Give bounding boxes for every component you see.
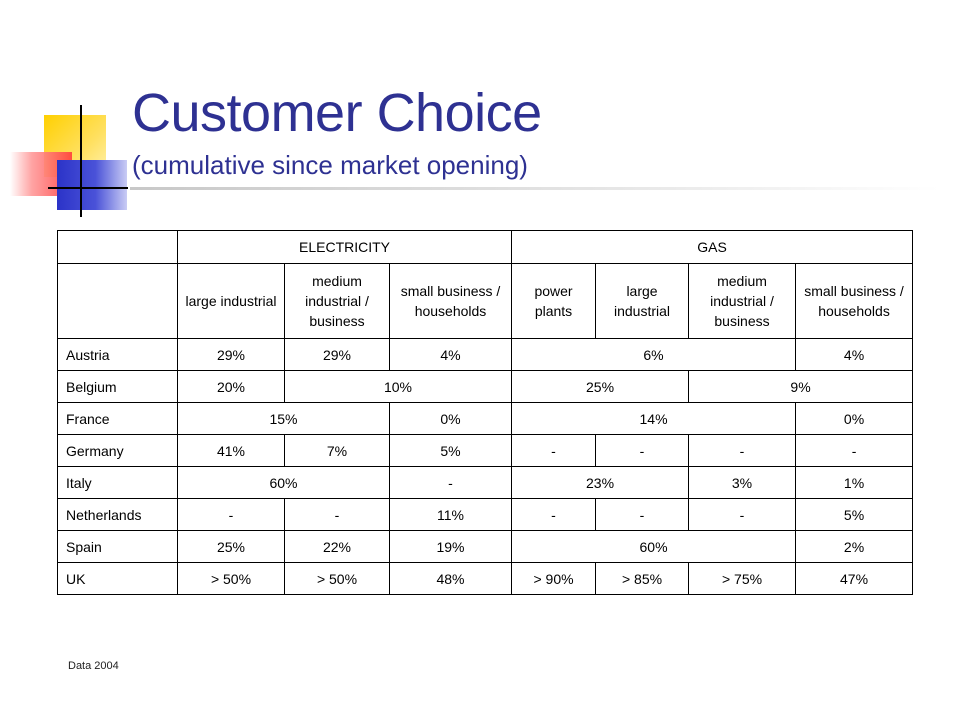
table-cell: 11% bbox=[388, 498, 513, 531]
table-cell: 60% bbox=[177, 466, 390, 499]
table-cell: 7% bbox=[284, 434, 390, 467]
header-corner-cell bbox=[57, 230, 178, 264]
table-row: Italy 60% - 23% 3% 1% bbox=[57, 466, 914, 499]
table-cell: > 90% bbox=[511, 562, 597, 595]
country-cell: Italy bbox=[57, 466, 178, 499]
electricity-header: ELECTRICITY bbox=[176, 230, 513, 264]
table-cell: 19% bbox=[388, 530, 513, 563]
table-cell: > 50% bbox=[177, 562, 285, 595]
table-cell: > 50% bbox=[284, 562, 390, 595]
table-row: Germany 41% 7% 5% - - - - bbox=[57, 434, 914, 467]
table-cell: 60% bbox=[511, 530, 797, 563]
table-cell: 6% bbox=[511, 338, 797, 371]
electricity-large-industrial-header: large industrial bbox=[177, 263, 285, 339]
decor-vertical-line bbox=[80, 105, 82, 217]
slide-title: Customer Choice bbox=[132, 83, 542, 143]
table-cell: 4% bbox=[388, 338, 513, 371]
gas-medium-industrial-header: medium industrial / business bbox=[688, 263, 797, 339]
table-cell: 20% bbox=[177, 370, 285, 403]
table-cell: 14% bbox=[511, 402, 797, 435]
title-underline bbox=[130, 187, 940, 190]
table-cell: 41% bbox=[177, 434, 285, 467]
table-cell: - bbox=[284, 498, 390, 531]
electricity-medium-industrial-header: medium industrial / business bbox=[284, 263, 390, 339]
table-cell: 0% bbox=[388, 402, 513, 435]
customer-choice-table: ELECTRICITY GAS large industrial medium … bbox=[57, 230, 914, 595]
table-row: Spain 25% 22% 19% 60% 2% bbox=[57, 530, 914, 563]
table-cell: - bbox=[595, 498, 690, 531]
table-cell: - bbox=[177, 498, 285, 531]
table-cell: 3% bbox=[688, 466, 797, 499]
table-cell: > 75% bbox=[688, 562, 797, 595]
country-cell: Belgium bbox=[57, 370, 178, 403]
table-cell: - bbox=[388, 466, 513, 499]
country-cell: Germany bbox=[57, 434, 178, 467]
table-row: UK > 50% > 50% 48% > 90% > 85% > 75% 47% bbox=[57, 562, 914, 595]
table-cell: 4% bbox=[795, 338, 914, 371]
table-cell: - bbox=[795, 434, 914, 467]
table-cell: > 85% bbox=[595, 562, 690, 595]
table-cell: 23% bbox=[511, 466, 690, 499]
table-sub-header-row: large industrial medium industrial / bus… bbox=[57, 263, 914, 339]
country-cell: France bbox=[57, 402, 178, 435]
table-row: Netherlands - - 11% - - - 5% bbox=[57, 498, 914, 531]
gas-power-plants-header: power plants bbox=[511, 263, 597, 339]
table-cell: - bbox=[688, 498, 797, 531]
table-row: Belgium 20% 10% 25% 9% bbox=[57, 370, 914, 403]
table-cell: 10% bbox=[283, 370, 513, 403]
sub-header-corner-cell bbox=[57, 263, 178, 339]
table-row: France 15% 0% 14% 0% bbox=[57, 402, 914, 435]
table-cell: 25% bbox=[511, 370, 690, 403]
table-cell: 48% bbox=[388, 562, 513, 595]
country-cell: Spain bbox=[57, 530, 178, 563]
gas-large-industrial-header: large industrial bbox=[595, 263, 690, 339]
slide-subtitle: (cumulative since market opening) bbox=[132, 150, 528, 180]
country-cell: Austria bbox=[57, 338, 178, 371]
table-cell: 0% bbox=[795, 402, 914, 435]
table-cell: - bbox=[688, 434, 797, 467]
gas-small-business-header: small business / households bbox=[795, 263, 914, 339]
table-cell: 29% bbox=[177, 338, 285, 371]
table-cell: 29% bbox=[284, 338, 390, 371]
table-cell: 5% bbox=[795, 498, 914, 531]
table-cell: 2% bbox=[795, 530, 914, 563]
table-cell: 9% bbox=[688, 370, 914, 403]
table-cell: 22% bbox=[284, 530, 390, 563]
gas-header: GAS bbox=[511, 230, 914, 264]
table-cell: 47% bbox=[795, 562, 914, 595]
table-cell: - bbox=[511, 434, 597, 467]
country-cell: Netherlands bbox=[57, 498, 178, 531]
table-cell: 25% bbox=[177, 530, 285, 563]
table-cell: - bbox=[511, 498, 597, 531]
table-group-header-row: ELECTRICITY GAS bbox=[57, 230, 914, 264]
table-row: Austria 29% 29% 4% 6% 4% bbox=[57, 338, 914, 371]
country-cell: UK bbox=[57, 562, 178, 595]
data-year-footnote: Data 2004 bbox=[68, 660, 119, 672]
decor-blue-square bbox=[57, 160, 127, 210]
decor-horizontal-line bbox=[48, 187, 128, 189]
electricity-small-business-header: small business / households bbox=[388, 263, 513, 339]
table-cell: 15% bbox=[177, 402, 390, 435]
table-cell: 1% bbox=[795, 466, 914, 499]
table-cell: 5% bbox=[388, 434, 513, 467]
table-cell: - bbox=[595, 434, 690, 467]
